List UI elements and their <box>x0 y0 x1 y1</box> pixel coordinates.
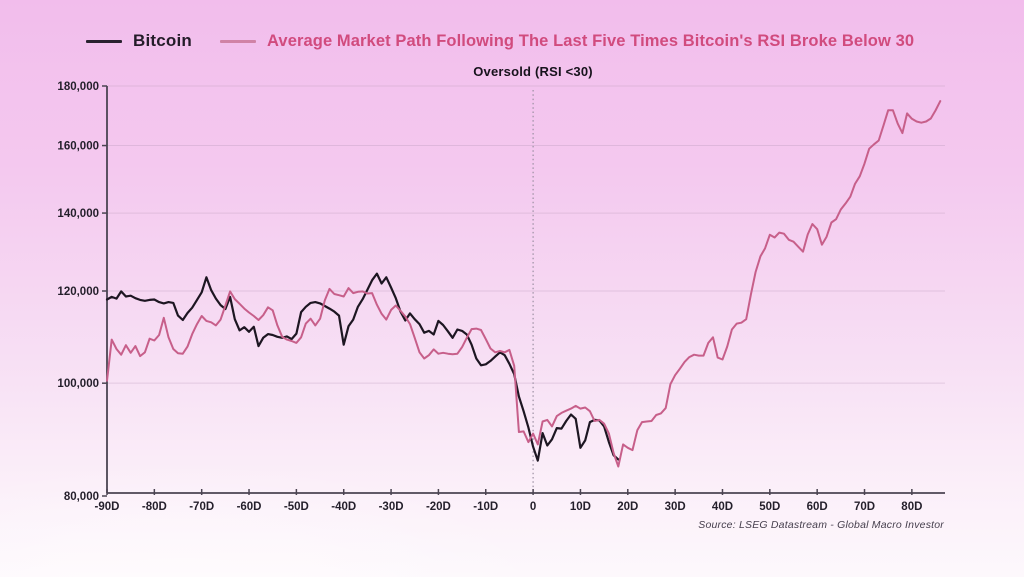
average-legend-label: Average Market Path Following The Last F… <box>267 31 915 50</box>
x-tick-label: 80D <box>901 501 922 513</box>
source-note: Source: LSEG Datastream - Global Macro I… <box>698 519 944 531</box>
x-tick-label: -80D <box>142 501 167 513</box>
y-tick-label: 140,000 <box>57 208 99 220</box>
x-tick-label: 70D <box>854 501 875 513</box>
x-tick-label: 10D <box>570 501 591 513</box>
oversold-annotation: Oversold (RSI <30) <box>473 64 593 79</box>
average-legend-line-swatch <box>220 39 257 43</box>
y-tick-label: 180,000 <box>57 81 99 93</box>
x-tick-label: -10D <box>473 501 498 513</box>
bitcoin-legend-line-swatch <box>86 39 122 43</box>
x-tick-label: 50D <box>759 501 780 513</box>
x-tick-label: -60D <box>237 501 262 513</box>
bitcoin-legend-label: Bitcoin <box>133 31 193 50</box>
y-tick-label: 80,000 <box>64 491 99 503</box>
y-tick-label: 120,000 <box>57 286 99 298</box>
x-tick-label: 20D <box>617 501 638 513</box>
x-tick-label: 40D <box>712 501 733 513</box>
x-tick-label: -70D <box>189 501 214 513</box>
y-tick-label: 160,000 <box>57 141 99 153</box>
bitcoin-line <box>105 272 620 462</box>
x-tick-label: -90D <box>95 501 120 513</box>
x-tick-label: 0 <box>530 501 536 513</box>
average-market-path-line <box>106 100 942 468</box>
x-tick-label: -30D <box>379 501 404 513</box>
x-tick-label: -50D <box>284 501 309 513</box>
chart-legend: Bitcoin Average Market Path Following Th… <box>86 31 914 51</box>
x-tick-label: 30D <box>665 501 686 513</box>
x-tick-label: 60D <box>807 501 828 513</box>
x-tick-label: -40D <box>331 501 356 513</box>
y-tick-label: 100,000 <box>57 378 99 390</box>
x-tick-label: -20D <box>426 501 451 513</box>
